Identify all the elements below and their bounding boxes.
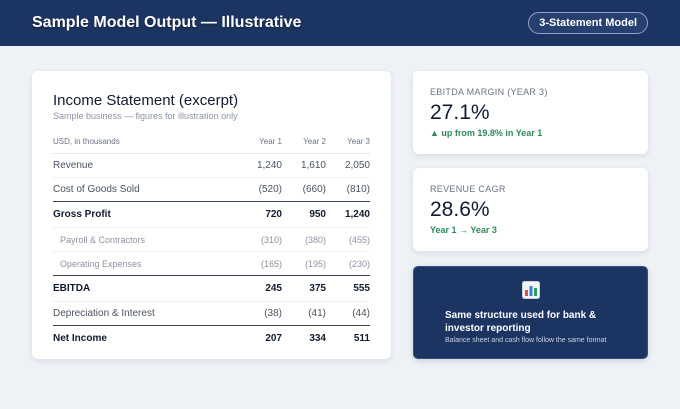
column-header-year2: Year 2	[282, 131, 326, 154]
promo-title: Same structure used for bank & investor …	[445, 310, 597, 334]
table-row-gross-profit: Gross Profit 720 950 1,240	[53, 201, 370, 228]
kpi-card-ebitda-margin: EBITDA MARGIN (YEAR 3) 27.1% ▲ up from 1…	[413, 71, 648, 154]
kpi-note: Year 1 → Year 3	[430, 225, 497, 235]
kpi-label: EBITDA MARGIN (YEAR 3)	[430, 87, 548, 97]
cell-year1: (310)	[238, 227, 282, 252]
table-row-cogs: Cost of Goods Sold (520) (660) (810)	[53, 178, 370, 202]
row-label: Gross Profit	[53, 201, 238, 228]
column-header-units: USD, in thousands	[53, 131, 238, 154]
cell-year1: 1,240	[238, 153, 282, 178]
row-label: Revenue	[53, 153, 238, 178]
cell-year2: 950	[282, 201, 326, 228]
table-header-row: USD, in thousands Year 1 Year 2 Year 3	[53, 131, 370, 154]
income-statement-subtitle: Sample business — figures for illustrati…	[53, 111, 238, 121]
income-statement-table: USD, in thousands Year 1 Year 2 Year 3 R…	[53, 131, 370, 352]
row-label: Payroll & Contractors	[53, 227, 238, 252]
cell-year1: (38)	[264, 308, 282, 319]
cell-year3: 1,240	[326, 201, 370, 228]
cell-year3: 555	[326, 275, 370, 302]
cell-year1: 720	[238, 201, 282, 228]
row-label: Operating Expenses	[60, 258, 142, 269]
cell-year2: (195)	[304, 258, 326, 269]
kpi-value: 28.6%	[430, 198, 490, 221]
table-row-depreciation-interest: Depreciation & Interest (38) (41) (44)	[53, 302, 370, 326]
cell-year3: (455)	[326, 227, 370, 252]
reporting-promo-card: Same structure used for bank & investor …	[413, 266, 648, 359]
cell-year1: 207	[238, 325, 282, 352]
table-row-net-income: Net Income 207 334 511	[53, 325, 370, 352]
promo-subtitle: Balance sheet and cash flow follow the s…	[445, 337, 607, 344]
table-row-ebitda: EBITDA 245 375 555	[53, 275, 370, 302]
top-header: Sample Model Output — Illustrative 3-Sta…	[0, 0, 680, 46]
row-label: EBITDA	[53, 275, 238, 302]
model-type-badge[interactable]: 3-Statement Model	[528, 12, 648, 34]
cell-year2: (380)	[282, 227, 326, 252]
cell-year2: 334	[282, 325, 326, 352]
cell-year2: 375	[282, 275, 326, 302]
table-row-revenue: Revenue 1,240 1,610 2,050	[53, 153, 370, 178]
cell-year3: (44)	[352, 308, 370, 319]
row-label: Depreciation & Interest	[53, 308, 155, 319]
cell-year2: (41)	[308, 308, 326, 319]
cell-year1: 245	[238, 275, 282, 302]
income-statement-card: Income Statement (excerpt) Sample busine…	[32, 71, 391, 359]
bar-chart-icon	[522, 281, 540, 299]
cell-year2: (660)	[302, 184, 326, 195]
income-statement-title: Income Statement (excerpt)	[53, 92, 239, 109]
kpi-card-revenue-cagr: REVENUE CAGR 28.6% Year 1 → Year 3	[413, 168, 648, 251]
table-row-payroll: Payroll & Contractors (310) (380) (455)	[53, 227, 370, 252]
cell-year1: (165)	[260, 258, 282, 269]
cell-year3: 2,050	[326, 153, 370, 178]
cell-year1: (520)	[258, 184, 282, 195]
column-header-year3: Year 3	[326, 131, 370, 154]
kpi-value: 27.1%	[430, 101, 490, 124]
kpi-label: REVENUE CAGR	[430, 184, 506, 194]
cell-year3: 511	[326, 325, 370, 352]
page-title: Sample Model Output — Illustrative	[32, 14, 302, 31]
table-row-operating-expenses: Operating Expenses (165) (195) (230)	[53, 252, 370, 276]
kpi-note: ▲ up from 19.8% in Year 1	[430, 128, 543, 138]
cell-year2: 1,610	[282, 153, 326, 178]
column-header-year1: Year 1	[238, 131, 282, 154]
row-label: Net Income	[53, 325, 238, 352]
row-label: Cost of Goods Sold	[53, 184, 140, 195]
cell-year3: (230)	[348, 258, 370, 269]
cell-year3: (810)	[346, 184, 370, 195]
